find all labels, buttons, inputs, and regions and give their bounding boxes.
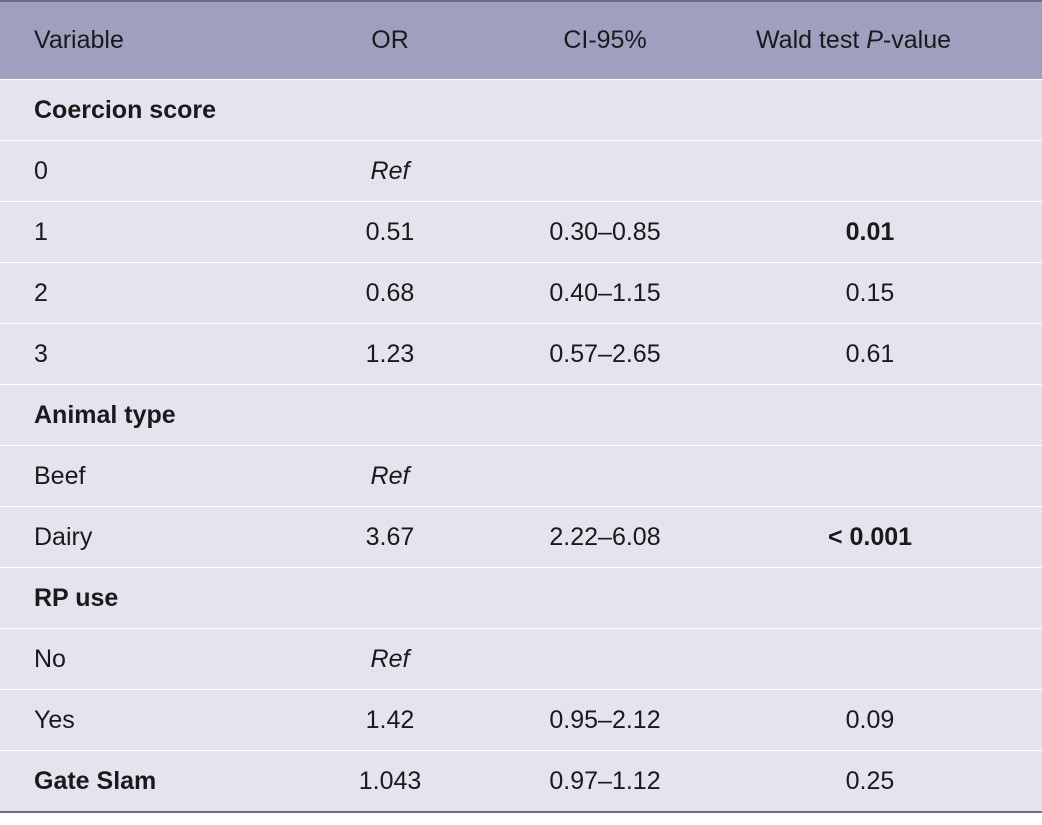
row-pvalue: 0.25	[845, 766, 895, 795]
header-pvalue-suffix: -value	[882, 26, 951, 54]
row-ci: 0.57–2.65	[549, 339, 661, 368]
header-pvalue-prefix: Wald test	[756, 26, 867, 54]
header-variable: Variable	[34, 26, 124, 54]
row-ci: 0.30–0.85	[549, 217, 661, 246]
row-pvalue: 0.61	[845, 339, 895, 368]
table-row: 3 1.23 0.57–2.65 0.61	[0, 323, 1042, 384]
row-pvalue: 0.15	[845, 278, 895, 307]
row-variable: Coercion score	[34, 95, 217, 124]
row-pvalue: < 0.001	[827, 522, 913, 551]
row-variable: RP use	[34, 583, 119, 612]
row-ci: 0.40–1.15	[549, 278, 661, 307]
row-variable: Animal type	[34, 400, 176, 429]
row-variable: 3	[34, 339, 48, 368]
row-variable: 1	[34, 217, 48, 246]
row-or: 1.043	[358, 766, 422, 795]
row-or: 1.23	[365, 339, 415, 368]
table-row: 2 0.68 0.40–1.15 0.15	[0, 262, 1042, 323]
header-pvalue: Wald test P-value	[720, 26, 985, 55]
table-row-gate-slam: Gate Slam 1.043 0.97–1.12 0.25	[0, 750, 1042, 813]
row-or: Ref	[370, 644, 410, 673]
table-row-rp-use: RP use	[0, 567, 1042, 628]
row-variable: Beef	[34, 461, 86, 490]
table-row: No Ref	[0, 628, 1042, 689]
row-variable: Gate Slam	[34, 766, 157, 795]
row-or: 0.51	[365, 217, 415, 246]
table-row-coercion-score: Coercion score	[0, 79, 1042, 140]
row-or: 3.67	[365, 522, 415, 551]
row-variable: Dairy	[34, 522, 93, 551]
row-variable: Yes	[34, 705, 75, 734]
row-variable: 0	[34, 156, 48, 185]
table-header: Variable OR CI-95% Wald test P-value	[0, 2, 1042, 79]
header-or: OR	[371, 26, 409, 54]
row-or: 0.68	[365, 278, 415, 307]
row-ci: 2.22–6.08	[549, 522, 661, 551]
row-variable: No	[34, 644, 66, 673]
table-row: Dairy 3.67 2.22–6.08 < 0.001	[0, 506, 1042, 567]
header-ci: CI-95%	[563, 26, 647, 54]
header-pvalue-italic: P	[866, 26, 883, 54]
row-ci: 0.97–1.12	[549, 766, 661, 795]
row-ci: 0.95–2.12	[549, 705, 661, 734]
table-row-animal-type: Animal type	[0, 384, 1042, 445]
row-pvalue: 0.01	[845, 217, 895, 246]
row-or: Ref	[370, 461, 410, 490]
table-row: 0 Ref	[0, 140, 1042, 201]
row-pvalue: 0.09	[845, 705, 895, 734]
row-or: 1.42	[365, 705, 415, 734]
row-variable: 2	[34, 278, 48, 307]
table-row: Beef Ref	[0, 445, 1042, 506]
table-row: 1 0.51 0.30–0.85 0.01	[0, 201, 1042, 262]
row-or: Ref	[370, 156, 410, 185]
table-row: Yes 1.42 0.95–2.12 0.09	[0, 689, 1042, 750]
